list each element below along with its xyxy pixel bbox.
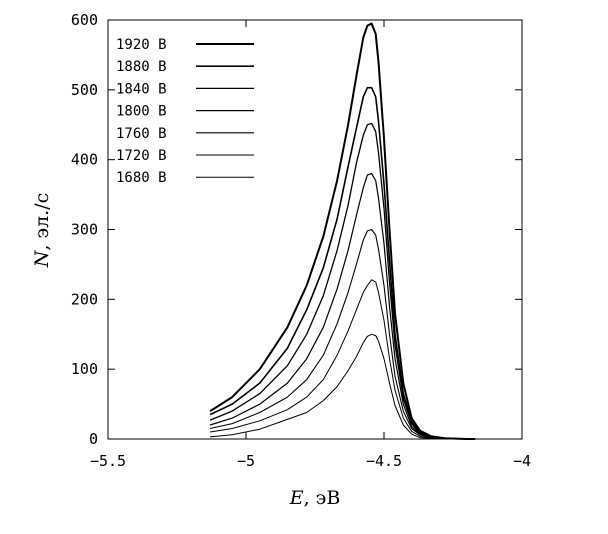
axis-ticks: −5.5 −5 −4.5 −4 0 100 200 300 400 500 600 — [71, 11, 531, 470]
y-axis-title: N, эл./с — [31, 193, 53, 269]
series-line — [209, 228, 476, 440]
y-axis-unit: , эл./с — [31, 193, 53, 251]
legend-label: 1840 В — [116, 81, 167, 97]
y-axis-symbol: N — [31, 249, 53, 268]
legend-label: 1720 В — [116, 148, 167, 164]
y-tick-label: 300 — [71, 221, 98, 239]
x-axis-symbol: E — [289, 487, 304, 509]
series-line — [210, 279, 476, 440]
series-line — [209, 173, 476, 440]
y-tick-label: 400 — [71, 151, 98, 169]
legend-label: 1920 В — [116, 37, 167, 53]
x-axis-unit: , эВ — [304, 487, 341, 509]
legend-label: 1800 В — [116, 104, 167, 120]
y-tick-label: 200 — [71, 290, 98, 308]
series-line — [209, 122, 476, 440]
x-tick-label: −5 — [237, 452, 255, 470]
y-tick-label: 600 — [71, 11, 98, 29]
legend-label: 1680 В — [116, 170, 167, 186]
legend-label: 1760 В — [116, 126, 167, 142]
y-tick-label: 500 — [71, 81, 98, 99]
y-tick-label: 0 — [89, 430, 98, 448]
legend-label: 1880 В — [116, 59, 167, 75]
series-line — [209, 86, 476, 440]
x-tick-label: −5.5 — [90, 452, 126, 470]
series-lines — [209, 22, 476, 440]
x-tick-label: −4.5 — [366, 452, 402, 470]
legend: 1920 В 1880 В 1840 В 1800 В 1760 В 1720 В 1680… — [116, 37, 254, 186]
series-line — [210, 333, 476, 440]
y-tick-label: 100 — [71, 360, 98, 378]
x-tick-label: −4 — [513, 452, 531, 470]
x-axis-title: E, эВ — [289, 487, 341, 509]
plot-frame — [107, 19, 523, 440]
series-line — [209, 22, 476, 440]
